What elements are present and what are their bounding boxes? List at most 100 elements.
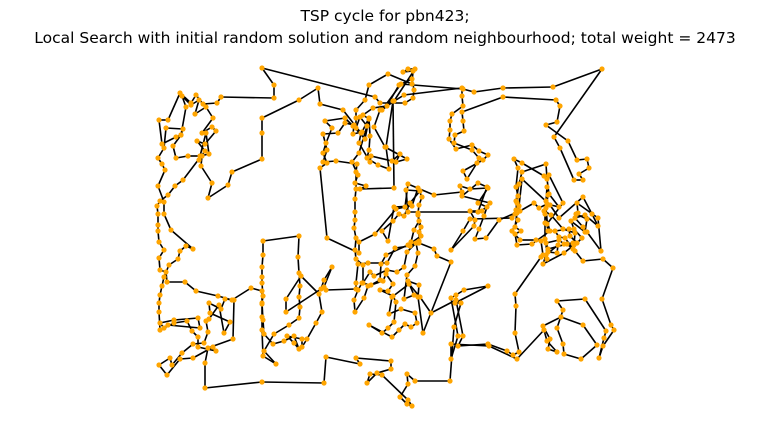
tsp-node — [397, 151, 403, 157]
tsp-node — [296, 233, 302, 239]
tsp-node — [353, 355, 359, 361]
tsp-edge — [165, 127, 184, 130]
tsp-node — [544, 176, 550, 182]
tsp-edge — [552, 68, 603, 88]
tsp-edge — [306, 322, 317, 340]
tsp-node — [313, 320, 319, 326]
tsp-edge — [231, 158, 263, 173]
tsp-node — [205, 345, 211, 351]
tsp-node — [213, 128, 219, 134]
tsp-node — [371, 124, 377, 130]
tsp-edge — [521, 163, 547, 173]
tsp-node — [560, 307, 566, 313]
tsp-node — [541, 327, 547, 333]
tsp-node — [599, 296, 605, 302]
tsp-edge — [404, 183, 409, 208]
tsp-node — [391, 185, 397, 191]
tsp-edge — [548, 174, 564, 204]
tsp-node — [560, 226, 566, 232]
tsp-edge — [232, 299, 235, 340]
tsp-node — [353, 256, 359, 262]
tsp-node — [216, 302, 222, 308]
tsp-edge — [386, 247, 396, 264]
tsp-node — [398, 306, 404, 312]
tsp-node — [560, 200, 566, 206]
tsp-node — [518, 228, 524, 234]
tsp-edge — [325, 288, 357, 291]
tsp-node — [352, 247, 358, 253]
tsp-node — [164, 279, 170, 285]
tsp-node — [404, 371, 410, 377]
tsp-node — [385, 288, 391, 294]
tsp-node — [558, 314, 564, 320]
tsp-node — [557, 103, 563, 109]
tsp-edge — [558, 196, 584, 219]
tsp-edge — [519, 202, 535, 212]
tsp-node — [543, 240, 549, 246]
tsp-edge — [170, 229, 194, 250]
tsp-node — [184, 318, 190, 324]
tsp-node — [481, 213, 487, 219]
tsp-node — [584, 156, 590, 162]
tsp-node — [541, 208, 547, 214]
tsp-node — [594, 342, 600, 348]
tsp-edge — [457, 343, 489, 347]
tsp-node — [171, 317, 177, 323]
tsp-node — [515, 217, 521, 223]
tsp-node — [359, 129, 365, 135]
tsp-node — [155, 155, 161, 161]
chart-title-line-1: TSP cycle for pbn423; — [300, 7, 470, 25]
tsp-node — [172, 183, 178, 189]
tsp-edge — [373, 126, 386, 148]
tsp-node — [210, 115, 216, 121]
tsp-node — [407, 200, 413, 206]
tsp-node — [259, 264, 265, 270]
tsp-node — [401, 213, 407, 219]
tsp-node — [195, 315, 201, 321]
tsp-node — [412, 310, 418, 316]
tsp-node — [335, 130, 341, 136]
tsp-node — [165, 117, 171, 123]
tsp-node — [320, 159, 326, 165]
tsp-node — [367, 159, 373, 165]
tsp-node — [352, 217, 358, 223]
tsp-node — [572, 215, 578, 221]
tsp-edge — [261, 67, 376, 98]
tsp-node — [261, 348, 267, 354]
tsp-node — [183, 243, 189, 249]
tsp-node — [283, 296, 289, 302]
tsp-node — [362, 97, 368, 103]
tsp-node — [483, 235, 489, 241]
tsp-node — [159, 161, 165, 167]
tsp-edge — [514, 305, 517, 334]
tsp-node — [402, 321, 408, 327]
tsp-node — [197, 325, 203, 331]
tsp-node — [448, 341, 454, 347]
tsp-node — [202, 141, 208, 147]
tsp-node — [322, 118, 328, 124]
tsp-edge — [549, 204, 560, 219]
tsp-edge — [454, 285, 489, 304]
tsp-node — [562, 235, 568, 241]
tsp-node — [192, 111, 198, 117]
tsp-node — [355, 261, 361, 267]
tsp-node — [409, 403, 415, 409]
tsp-node — [410, 95, 416, 101]
tsp-node — [157, 267, 163, 273]
tsp-node — [356, 250, 362, 256]
tsp-node — [202, 360, 208, 366]
tsp-node — [157, 327, 163, 333]
tsp-node — [461, 128, 467, 134]
tsp-node — [555, 242, 561, 248]
tsp-node — [379, 107, 385, 113]
tsp-node — [487, 200, 493, 206]
tsp-edge — [317, 87, 321, 105]
tsp-node — [259, 130, 265, 136]
tsp-node — [513, 303, 519, 309]
tsp-node — [472, 236, 478, 242]
tsp-node — [379, 228, 385, 234]
tsp-node — [377, 100, 383, 106]
tsp-node — [467, 186, 473, 192]
tsp-node — [207, 310, 213, 316]
tsp-edge — [409, 190, 421, 204]
